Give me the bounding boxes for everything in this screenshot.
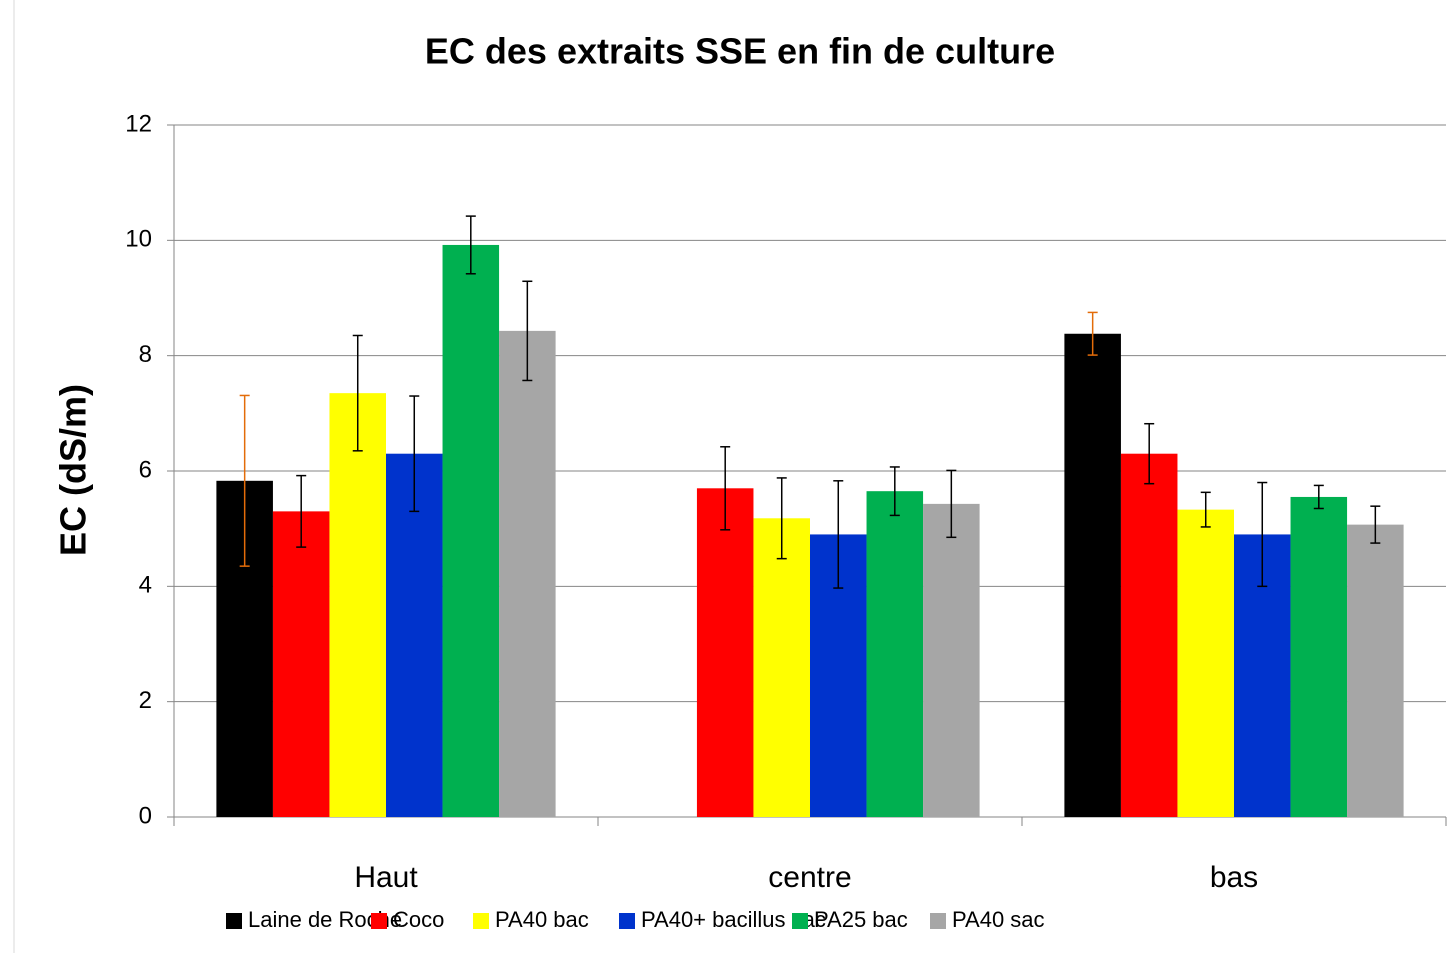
y-axis-label: EC (dS/m) (53, 384, 94, 556)
bar (272, 511, 330, 817)
legend-label: PA25 bac (814, 907, 908, 932)
error-bar (1370, 505, 1381, 544)
error-bar (409, 395, 420, 513)
y-tick-label: 2 (139, 687, 152, 714)
error-bar (720, 446, 731, 531)
x-tick-label: bas (1210, 861, 1258, 894)
chart-title: EC des extraits SSE en fin de culture (425, 31, 1055, 72)
bar (696, 488, 754, 817)
error-bar (889, 466, 900, 517)
legend-swatch (619, 913, 635, 929)
x-tick-label: Haut (354, 861, 418, 894)
legend-swatch (930, 913, 946, 929)
error-bar (522, 280, 533, 382)
bar (499, 330, 556, 817)
x-tick-label: centre (768, 861, 851, 894)
bar (866, 491, 924, 817)
y-tick-label: 0 (139, 802, 152, 829)
error-bar (296, 474, 307, 548)
legend-swatch (226, 913, 242, 929)
error-bar (1313, 484, 1324, 510)
y-tick-label: 10 (125, 226, 152, 253)
error-bar (1200, 491, 1211, 528)
legend-label: PA40 sac (952, 907, 1045, 932)
bar (753, 518, 810, 817)
bar (1064, 333, 1121, 817)
legend-swatch (371, 913, 387, 929)
bar (442, 244, 500, 818)
y-tick-label: 4 (139, 572, 152, 599)
error-bar (1144, 422, 1155, 485)
bar (923, 503, 980, 817)
bar (1290, 496, 1348, 817)
legend-label: PA40 bac (495, 907, 589, 932)
bar (1120, 453, 1178, 817)
error-bar (239, 394, 250, 567)
legend-swatch (792, 913, 808, 929)
y-tick-label: 8 (139, 341, 152, 368)
bar (1347, 524, 1404, 817)
bar (386, 453, 443, 817)
y-tick-label: 12 (125, 110, 152, 137)
error-bar (1087, 311, 1098, 356)
error-bar (1257, 481, 1268, 588)
y-tick-label: 6 (139, 456, 152, 483)
error-bar (465, 215, 476, 275)
error-bar (352, 334, 363, 452)
legend-label: Coco (393, 907, 444, 932)
bar (329, 393, 386, 817)
bar (1177, 509, 1234, 817)
error-bar (776, 477, 787, 560)
error-bar (946, 469, 957, 539)
error-bar (833, 480, 844, 589)
legend-swatch (473, 913, 489, 929)
